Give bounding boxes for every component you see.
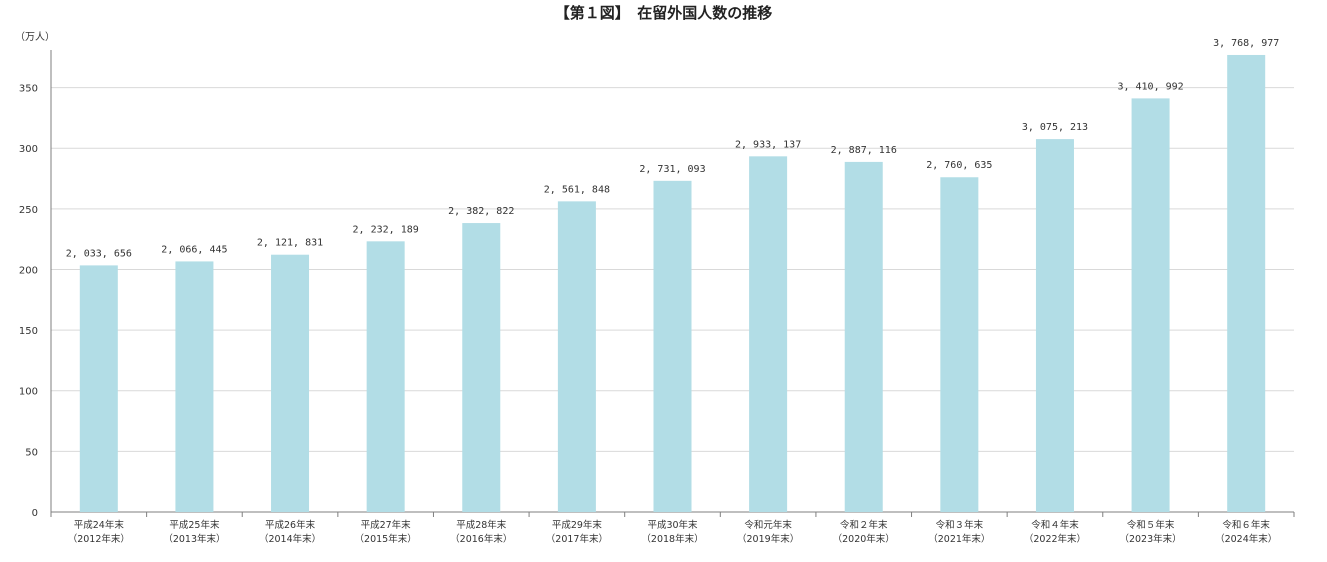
chart-title: 【第１図】 在留外国人数の推移 bbox=[554, 4, 773, 22]
x-tick-label: 令和６年末 bbox=[1222, 519, 1270, 531]
bar bbox=[1131, 98, 1170, 512]
x-tick-label-sub: （2024年末） bbox=[1215, 533, 1277, 545]
y-tick-label: 250 bbox=[19, 205, 38, 216]
data-label: 3, 768, 977 bbox=[1213, 38, 1279, 49]
data-label: 2, 887, 116 bbox=[831, 145, 897, 156]
x-tick-label: 令和３年末 bbox=[936, 519, 984, 531]
y-tick-label: 200 bbox=[19, 265, 38, 276]
bar bbox=[1227, 54, 1266, 513]
bar bbox=[271, 254, 310, 512]
data-label: 2, 232, 189 bbox=[353, 224, 419, 235]
x-tick-label-sub: （2013年末） bbox=[163, 533, 225, 545]
x-tick-label: 平成30年末 bbox=[647, 519, 698, 531]
y-tick-label: 100 bbox=[19, 387, 38, 398]
bar bbox=[462, 223, 501, 512]
data-label: 3, 410, 992 bbox=[1117, 81, 1183, 92]
data-label: 2, 760, 635 bbox=[926, 160, 992, 171]
bar bbox=[175, 261, 214, 512]
y-tick-label: 300 bbox=[19, 144, 38, 155]
bar bbox=[749, 156, 788, 512]
data-label: 2, 033, 656 bbox=[66, 248, 132, 259]
x-tick-label: 令和元年末 bbox=[744, 519, 792, 531]
x-tick-label-sub: （2016年末） bbox=[450, 533, 512, 545]
data-label: 2, 382, 822 bbox=[448, 206, 514, 217]
x-tick-label: 平成28年末 bbox=[456, 519, 507, 531]
x-tick-label-sub: （2021年末） bbox=[928, 533, 990, 545]
y-tick-label: 350 bbox=[19, 84, 38, 95]
x-tick-label-sub: （2019年末） bbox=[737, 533, 799, 545]
x-tick-label: 令和４年末 bbox=[1031, 519, 1079, 531]
data-label: 2, 066, 445 bbox=[161, 244, 227, 255]
y-tick-label: 50 bbox=[25, 447, 38, 458]
data-label: 2, 121, 831 bbox=[257, 238, 323, 249]
bar bbox=[653, 180, 692, 512]
x-tick-label-sub: （2023年末） bbox=[1119, 533, 1181, 545]
x-tick-label: 平成25年末 bbox=[169, 519, 220, 531]
x-tick-label-sub: （2015年末） bbox=[355, 533, 417, 545]
y-axis-unit-label: （万人） bbox=[15, 31, 55, 43]
x-tick-label-sub: （2020年末） bbox=[833, 533, 895, 545]
x-tick-label: 平成26年末 bbox=[265, 519, 316, 531]
x-tick-label: 平成27年末 bbox=[361, 519, 412, 531]
bar bbox=[557, 201, 596, 512]
data-label: 2, 731, 093 bbox=[639, 164, 705, 175]
x-tick-label-sub: （2018年末） bbox=[641, 533, 703, 545]
y-tick-label: 0 bbox=[32, 508, 38, 519]
x-tick-label-sub: （2014年末） bbox=[259, 533, 321, 545]
data-label: 3, 075, 213 bbox=[1022, 122, 1088, 133]
x-tick-label: 令和２年末 bbox=[840, 519, 888, 531]
bar bbox=[940, 177, 979, 512]
x-tick-label-sub: （2017年末） bbox=[546, 533, 608, 545]
x-tick-label: 令和５年末 bbox=[1127, 519, 1175, 531]
x-tick-label: 平成24年末 bbox=[74, 519, 125, 531]
bar bbox=[1035, 139, 1074, 512]
x-tick-label: 平成29年末 bbox=[552, 519, 603, 531]
data-label: 2, 561, 848 bbox=[544, 184, 610, 195]
y-tick-label: 150 bbox=[19, 326, 38, 337]
bar bbox=[844, 161, 883, 512]
data-label: 2, 933, 137 bbox=[735, 139, 801, 150]
x-tick-label-sub: （2012年末） bbox=[68, 533, 130, 545]
bar bbox=[366, 241, 405, 512]
bar bbox=[79, 265, 118, 512]
x-tick-label-sub: （2022年末） bbox=[1024, 533, 1086, 545]
